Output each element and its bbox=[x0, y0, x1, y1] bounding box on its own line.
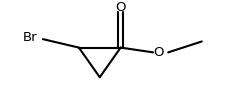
Text: O: O bbox=[153, 46, 164, 59]
Text: O: O bbox=[115, 1, 125, 14]
Text: Br: Br bbox=[23, 31, 37, 43]
